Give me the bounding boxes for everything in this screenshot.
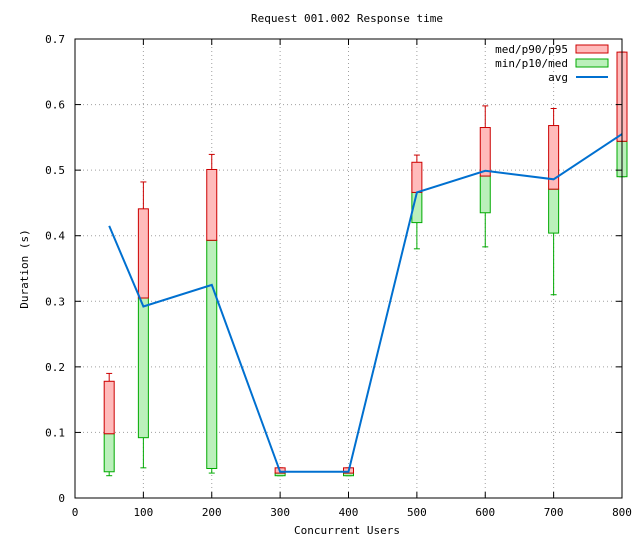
x-tick-label: 300: [270, 506, 290, 519]
upper-box: [103, 380, 115, 435]
x-tick-label: 600: [475, 506, 495, 519]
x-tick-label: 700: [544, 506, 564, 519]
lower-box: [103, 433, 115, 473]
x-axis-label: Concurrent Users: [294, 524, 400, 537]
lower-box: [479, 175, 491, 214]
legend-swatch-upper: [575, 44, 609, 54]
y-tick-label: 0.6: [45, 99, 65, 112]
x-tick-label: 800: [612, 506, 632, 519]
x-tick-label: 200: [202, 506, 222, 519]
legend-label-lower: min/p10/med: [495, 57, 568, 70]
box-group-100: [137, 181, 149, 469]
x-tick-label: 500: [407, 506, 427, 519]
x-tick-label: 100: [133, 506, 153, 519]
avg-line-layer: [108, 133, 623, 473]
lower-box: [548, 188, 560, 234]
upper-box: [411, 161, 423, 193]
lower-box: [137, 297, 149, 439]
box-group-600: [479, 105, 491, 248]
avg-line: [108, 133, 623, 473]
upper-box: [206, 168, 218, 241]
upper-box: [479, 127, 491, 177]
y-tick-label: 0.5: [45, 164, 65, 177]
y-axis-label: Duration (s): [18, 229, 31, 308]
box-layer: [103, 51, 628, 477]
upper-box: [137, 208, 149, 299]
y-tick-label: 0.7: [45, 33, 65, 46]
legend-swatch-lower: [575, 58, 609, 68]
y-tick-label: 0.3: [45, 295, 65, 308]
box-group-500: [411, 154, 423, 250]
y-tick-label: 0: [58, 492, 65, 505]
y-tick-label: 0.4: [45, 230, 65, 243]
tick-layer: 0 0.1 0.2 0.3 0.4 0.5 0.6 0.7 0 100 200 300 400 500 60…: [45, 33, 632, 519]
box-group-200: [206, 153, 218, 474]
x-tick-label: 400: [339, 506, 359, 519]
legend-label-avg: avg: [548, 71, 568, 84]
upper-box: [548, 125, 560, 190]
grid-layer: [75, 39, 622, 498]
x-tick-label: 0: [72, 506, 79, 519]
y-tick-label: 0.2: [45, 361, 65, 374]
box-group-50: [103, 372, 115, 477]
lower-box: [206, 239, 218, 469]
chart-title: Request 001.002 Response time: [251, 12, 443, 25]
legend-label-upper: med/p90/p95: [495, 43, 568, 56]
y-tick-label: 0.1: [45, 426, 65, 439]
box-group-700: [548, 108, 560, 296]
